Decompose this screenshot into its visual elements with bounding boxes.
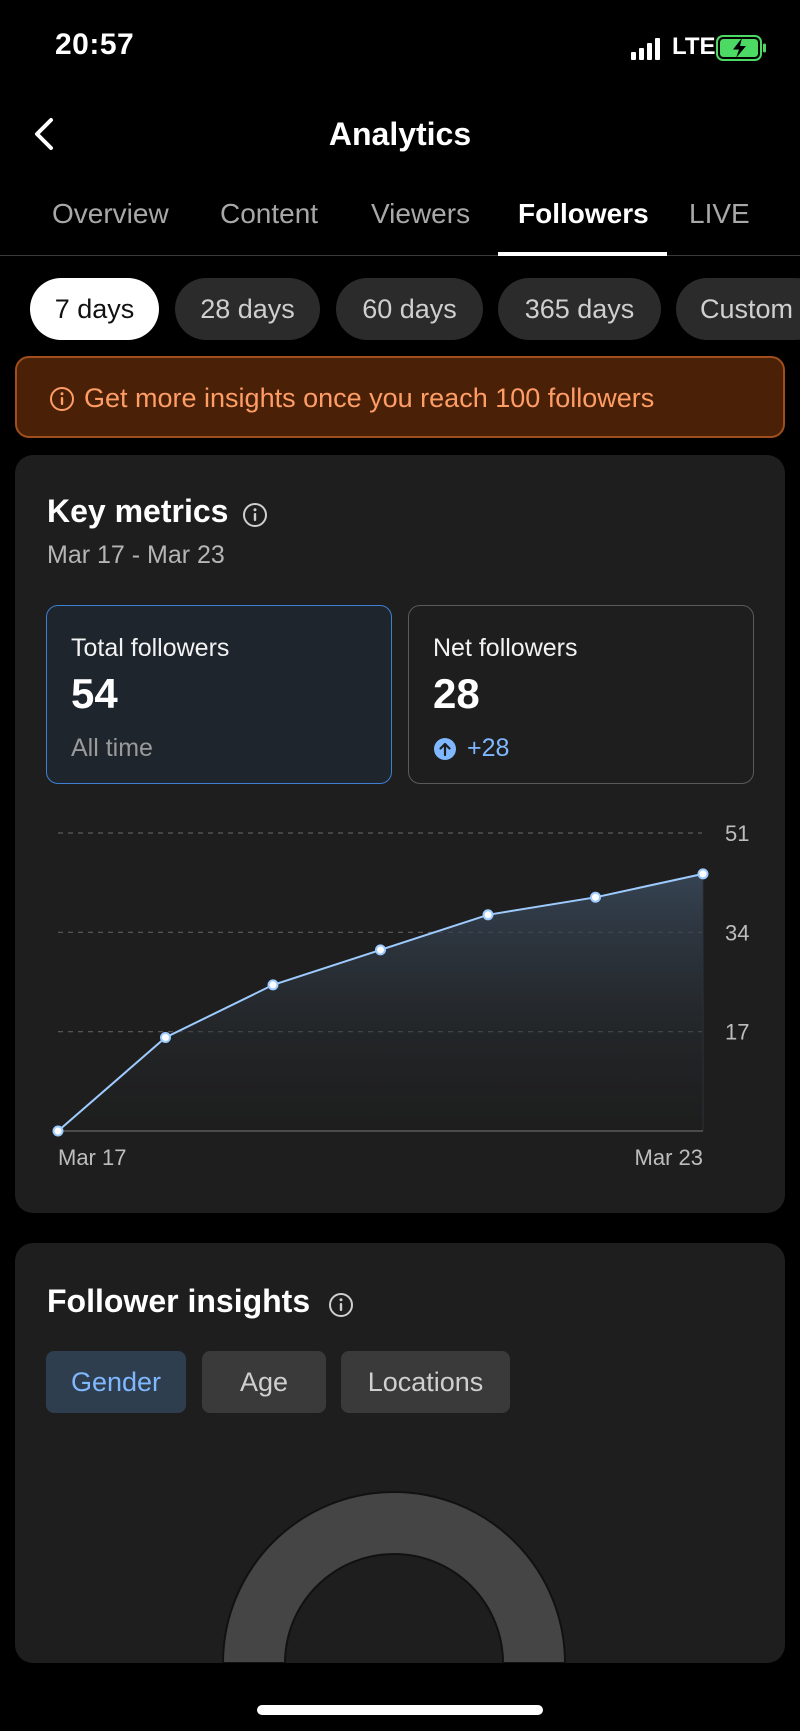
insights-tab-locations[interactable]: Locations xyxy=(341,1351,510,1413)
home-indicator xyxy=(257,1705,543,1715)
y-tick-label: 51 xyxy=(725,821,749,846)
chip-7-days[interactable]: 7 days xyxy=(30,278,159,340)
net-followers-change: +28 xyxy=(467,734,510,762)
tab-overview[interactable]: Overview xyxy=(52,198,169,229)
insights-banner: Get more insights once you reach 100 fol… xyxy=(15,356,785,438)
y-tick-label: 17 xyxy=(725,1020,749,1045)
banner-text: Get more insights once you reach 100 fol… xyxy=(84,383,655,413)
chip-365-days[interactable]: 365 days xyxy=(498,278,661,340)
insights-tab-age[interactable]: Age xyxy=(202,1351,326,1413)
analytics-tabs: Overview Content Viewers Followers LIVE xyxy=(0,176,800,256)
status-bar: 20:57 LTE xyxy=(0,0,800,96)
followers-chart: 17 34 51 Mar 17 Mar 23 xyxy=(52,821,749,1170)
chip-custom[interactable]: Custom xyxy=(676,278,800,340)
tab-live[interactable]: LIVE xyxy=(689,198,750,229)
gender-gauge xyxy=(221,1491,567,1663)
chip-28-days[interactable]: 28 days xyxy=(175,278,320,340)
chevron-left-icon[interactable] xyxy=(24,112,68,156)
chart-data-point xyxy=(697,868,709,880)
key-metrics-title: Key metrics xyxy=(47,493,229,529)
date-range: Mar 17 - Mar 23 xyxy=(47,541,225,569)
chip-60-days[interactable]: 60 days xyxy=(336,278,483,340)
tab-followers[interactable]: Followers xyxy=(518,198,649,229)
chart-area-fill xyxy=(58,873,703,1131)
info-icon[interactable] xyxy=(242,502,268,528)
net-followers-value: 28 xyxy=(433,670,480,717)
info-icon[interactable] xyxy=(328,1292,354,1318)
follower-insights-title: Follower insights xyxy=(47,1283,311,1319)
page-title: Analytics xyxy=(328,116,472,152)
total-followers-sub: All time xyxy=(71,734,153,762)
arrow-up-circle-icon xyxy=(434,738,456,760)
total-followers-value: 54 xyxy=(71,670,118,717)
follower-insights-card: Follower insights Gender Age Locations xyxy=(15,1243,785,1663)
nav-bar: Analytics xyxy=(0,96,800,176)
status-time: 20:57 xyxy=(55,28,135,61)
x-tick-label: Mar 23 xyxy=(635,1145,703,1170)
chart-data-point xyxy=(267,979,279,991)
gender-gauge-arc xyxy=(221,1491,567,1663)
active-tab-indicator xyxy=(498,252,667,256)
chart-data-point xyxy=(375,944,386,956)
battery-charging-icon xyxy=(716,35,766,61)
date-filter-chips: 7 days 28 days 60 days 365 days Custom xyxy=(0,278,800,342)
tab-viewers[interactable]: Viewers xyxy=(371,198,471,229)
chart-data-point xyxy=(160,1032,171,1044)
chart-data-point xyxy=(52,1125,64,1137)
net-followers-label: Net followers xyxy=(433,634,578,662)
net-followers-card[interactable]: Net followers 28 +28 xyxy=(408,605,754,784)
total-followers-label: Total followers xyxy=(71,634,230,662)
tab-content[interactable]: Content xyxy=(220,198,319,229)
insights-tab-gender[interactable]: Gender xyxy=(46,1351,186,1413)
chart-data-point xyxy=(590,891,601,903)
signal-icon xyxy=(631,38,661,60)
x-tick-label: Mar 17 xyxy=(58,1145,126,1170)
y-tick-label: 34 xyxy=(725,920,749,945)
chart-data-point xyxy=(482,909,494,921)
network-type: LTE xyxy=(672,33,716,60)
info-icon xyxy=(50,387,74,411)
total-followers-card[interactable]: Total followers 54 All time xyxy=(46,605,392,784)
